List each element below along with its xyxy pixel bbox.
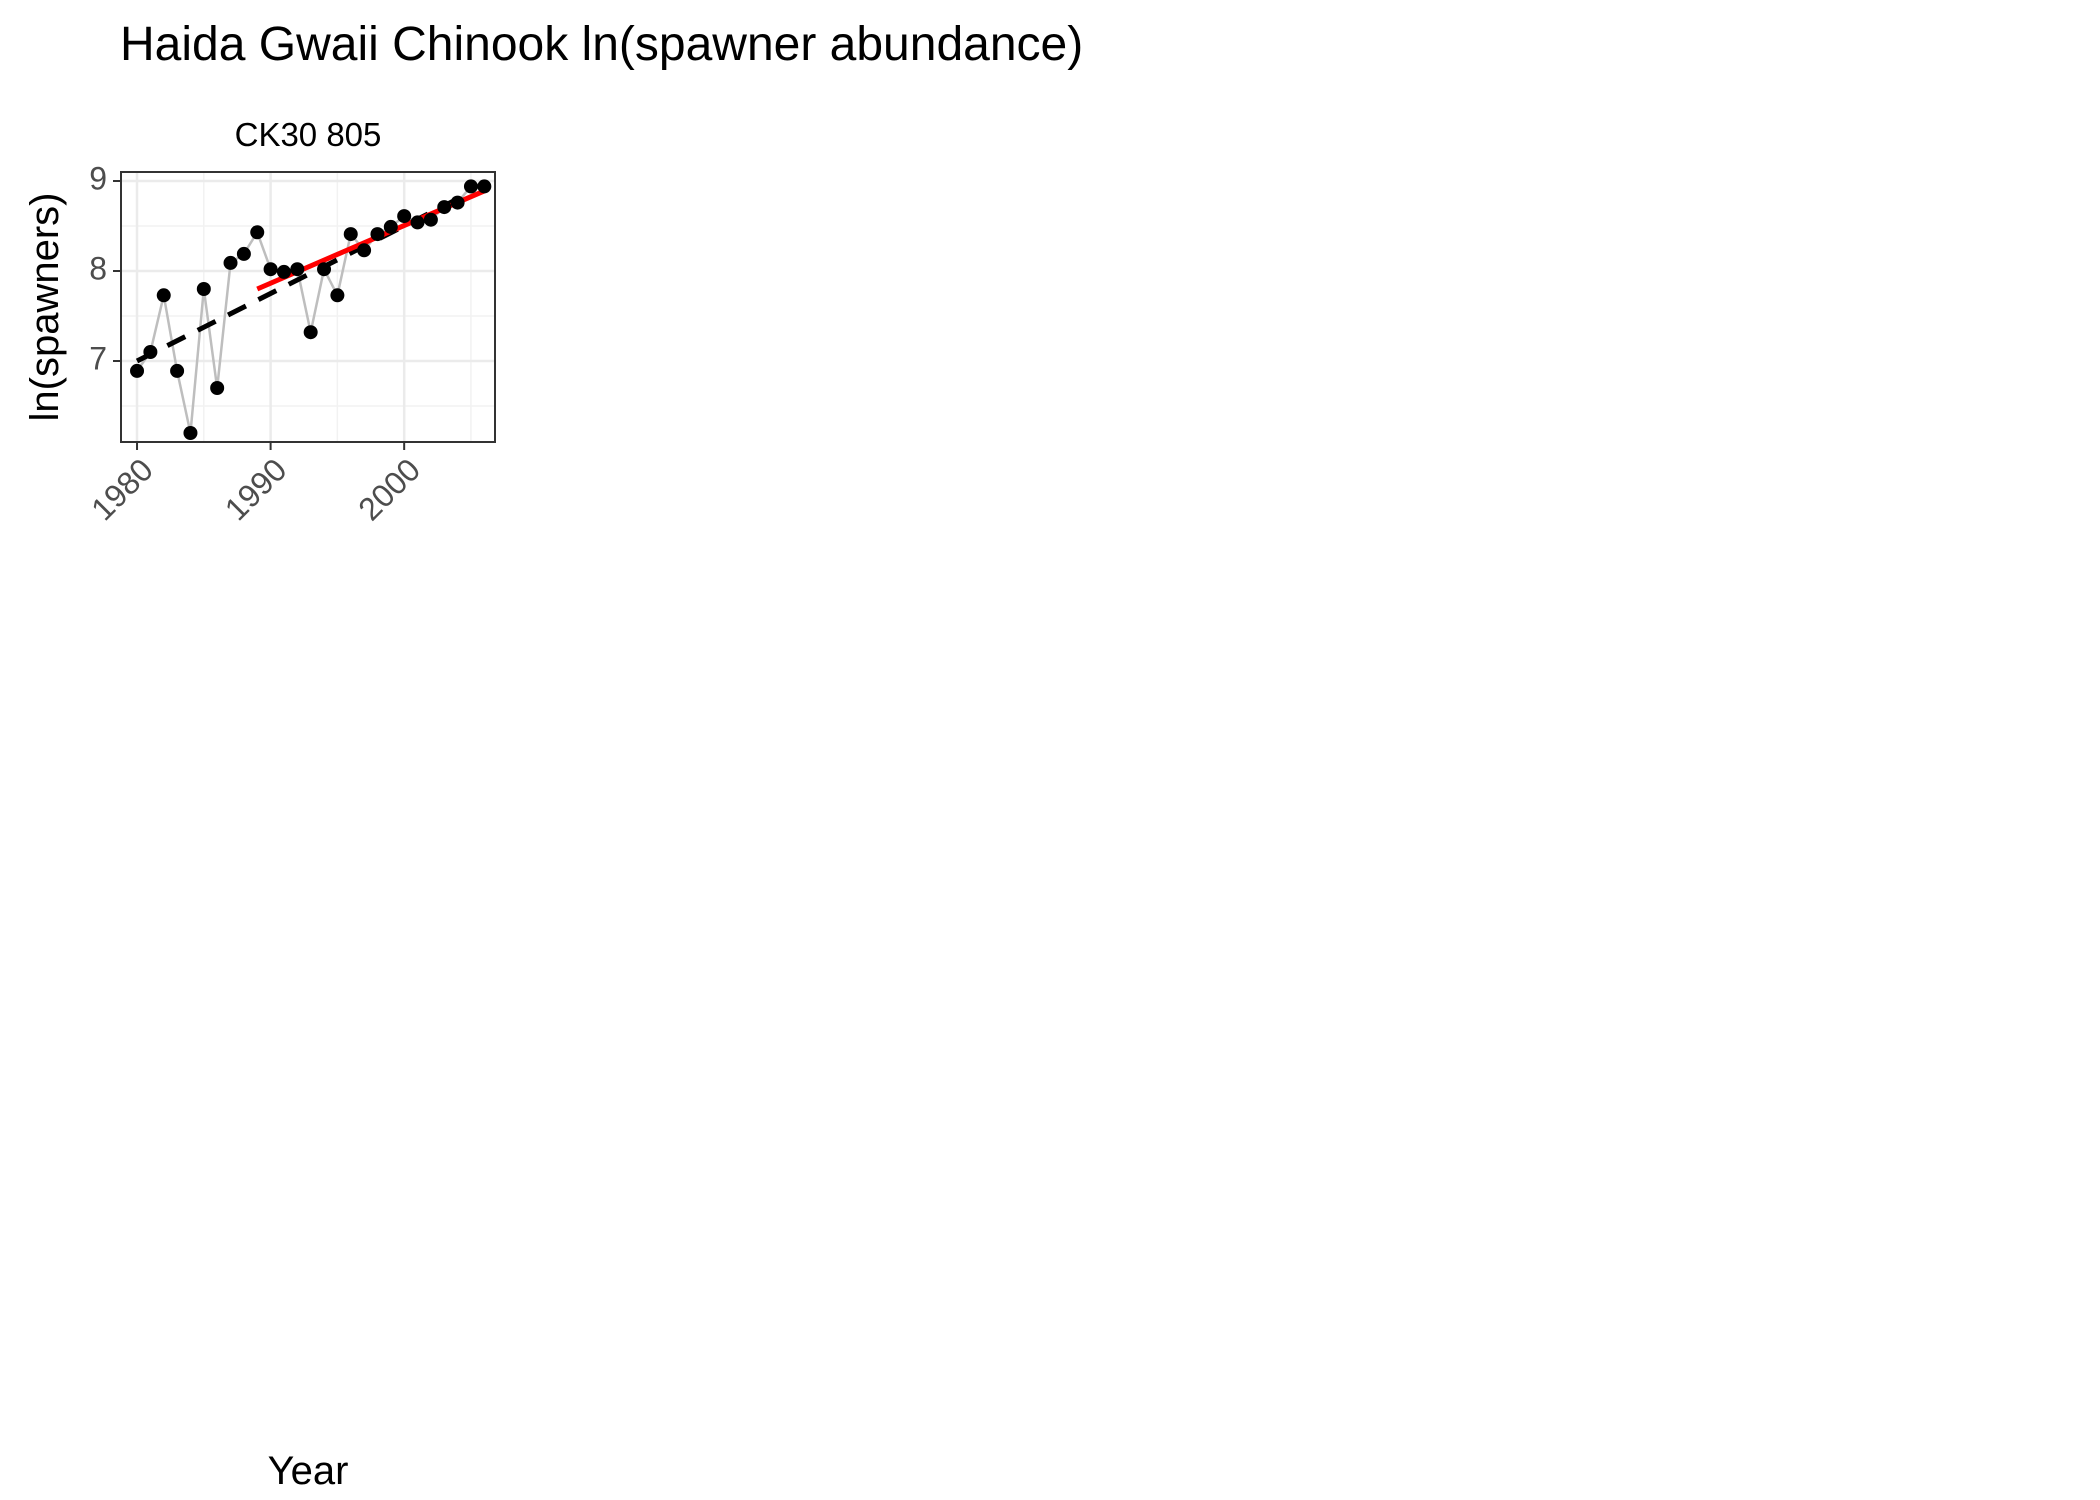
data-point [210,381,225,395]
y-axis-label: ln(spawners) [23,193,67,422]
data-point [330,288,345,303]
y-tick-label: 8 [89,250,107,286]
facet-label: CK30 805 [235,116,382,153]
plot-border [120,171,496,443]
data-point [450,195,465,210]
x-axis-label: Year [268,1449,349,1493]
y-tick-label: 7 [89,340,107,376]
data-point [317,262,332,277]
data-point [236,246,251,261]
x-tick-label: 1990 [218,451,294,527]
data-point [290,262,305,277]
data-point [183,426,198,440]
data-point [357,243,372,258]
data-point [410,215,425,230]
data-point [223,255,238,270]
data-point [383,219,398,234]
data-point [303,325,318,340]
data-point [196,282,211,296]
y-tick-label: 9 [89,160,107,196]
chart-title: Haida Gwaii Chinook ln(spawner abundance… [120,18,1083,71]
x-tick-label: 1980 [84,451,160,527]
data-point [370,227,385,242]
data-point [477,179,492,194]
data-point [250,225,265,240]
data-point [276,264,291,279]
data-point [130,363,145,378]
data-point [170,363,185,378]
data-point [397,209,412,224]
data-points [130,179,492,440]
data-point [423,212,438,227]
data-point [143,345,158,359]
trend-line-dashed [135,196,459,364]
x-tick-label: 2000 [351,451,427,527]
data-point [156,288,171,303]
data-point [343,227,358,242]
data-point [263,262,278,277]
y-axis: 7 8 9 [89,160,121,376]
x-axis: 1980 1990 2000 [84,442,427,527]
data-point [437,200,452,215]
data-point [463,179,478,194]
